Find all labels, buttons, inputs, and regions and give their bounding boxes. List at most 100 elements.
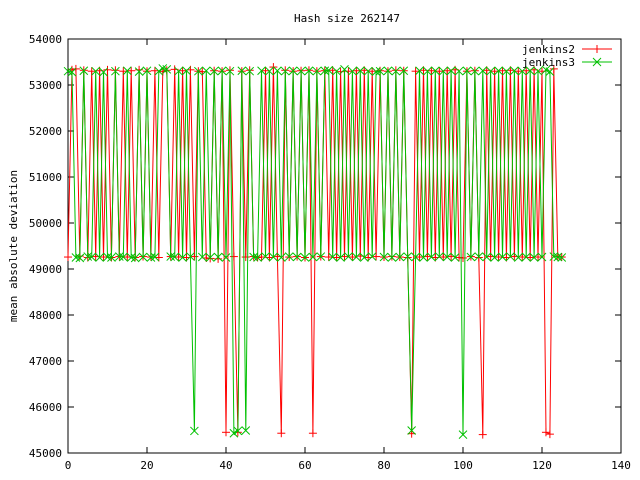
data-point bbox=[111, 66, 120, 76]
y-tick-label: 49000 bbox=[29, 263, 62, 276]
data-point bbox=[490, 253, 499, 262]
data-point bbox=[517, 66, 527, 76]
data-point bbox=[518, 253, 527, 262]
data-point bbox=[395, 252, 405, 262]
data-point bbox=[225, 66, 235, 76]
data-point bbox=[190, 426, 199, 436]
data-point bbox=[67, 67, 77, 77]
axis-ticks: 0 20 40 60 80 100 120 140 45000 46000 47000 48000 49… bbox=[29, 33, 631, 472]
y-tick-label: 48000 bbox=[29, 309, 62, 322]
data-point bbox=[276, 253, 286, 262]
data-point bbox=[284, 252, 294, 261]
data-point bbox=[450, 253, 460, 262]
data-point bbox=[521, 252, 531, 262]
data-point bbox=[288, 66, 298, 76]
data-point bbox=[513, 253, 523, 262]
data-point bbox=[359, 253, 369, 262]
y-tick-label: 46000 bbox=[29, 401, 62, 414]
data-point bbox=[182, 66, 191, 76]
data-point bbox=[280, 66, 290, 76]
data-point bbox=[154, 66, 164, 76]
y-tick-label: 53000 bbox=[29, 79, 62, 92]
data-point bbox=[91, 66, 101, 76]
data-point bbox=[170, 252, 180, 262]
data-point bbox=[320, 66, 330, 76]
data-point bbox=[134, 67, 144, 77]
data-point bbox=[245, 66, 255, 76]
data-point bbox=[300, 253, 310, 262]
data-point bbox=[478, 430, 487, 439]
data-point bbox=[71, 253, 81, 262]
y-axis-label: mean absolute deviation bbox=[7, 170, 20, 322]
data-point bbox=[514, 67, 523, 76]
data-point bbox=[95, 253, 104, 262]
data-point bbox=[348, 253, 357, 262]
data-point bbox=[229, 428, 239, 438]
y-tick-label: 45000 bbox=[29, 447, 62, 460]
data-point bbox=[154, 253, 163, 262]
data-point bbox=[71, 64, 80, 73]
data-point bbox=[205, 253, 215, 262]
data-point bbox=[506, 252, 515, 261]
data-point bbox=[352, 66, 361, 75]
data-point bbox=[209, 66, 219, 76]
data-point bbox=[272, 66, 282, 76]
data-point bbox=[344, 252, 353, 261]
data-point bbox=[229, 252, 238, 261]
data-point bbox=[328, 252, 338, 262]
data-point bbox=[435, 67, 444, 76]
data-point bbox=[178, 253, 187, 262]
data-point bbox=[190, 252, 199, 261]
data-point bbox=[486, 66, 496, 76]
data-point bbox=[126, 253, 136, 262]
data-point bbox=[549, 252, 559, 261]
data-point bbox=[423, 66, 432, 76]
data-point bbox=[411, 252, 420, 262]
x-tick-label: 140 bbox=[611, 459, 631, 472]
data-point bbox=[533, 66, 543, 76]
x-tick-label: 60 bbox=[298, 459, 311, 472]
legend-marker bbox=[593, 45, 601, 53]
data-point bbox=[130, 253, 140, 263]
data-point bbox=[150, 66, 159, 75]
data-point bbox=[403, 252, 413, 261]
data-point bbox=[442, 252, 452, 262]
data-point bbox=[419, 253, 428, 262]
data-point bbox=[391, 66, 401, 76]
data-point bbox=[348, 66, 357, 76]
data-point bbox=[114, 252, 124, 261]
data-point bbox=[174, 66, 183, 76]
data-point bbox=[368, 67, 377, 76]
data-point bbox=[119, 67, 128, 76]
y-tick-label: 51000 bbox=[29, 171, 62, 184]
data-point bbox=[277, 429, 286, 438]
data-point bbox=[257, 66, 266, 76]
data-point bbox=[494, 253, 503, 262]
data-point bbox=[407, 426, 417, 435]
data-point bbox=[296, 66, 306, 76]
data-point bbox=[87, 252, 97, 262]
series-jenkins3 bbox=[63, 64, 567, 439]
data-point bbox=[387, 253, 397, 262]
series-line-jenkins3 bbox=[67, 67, 562, 435]
data-point bbox=[213, 252, 223, 262]
data-point bbox=[434, 252, 444, 261]
data-point bbox=[336, 253, 345, 262]
data-point bbox=[336, 67, 345, 76]
data-point bbox=[490, 67, 499, 76]
data-point bbox=[427, 66, 436, 75]
data-point bbox=[534, 253, 543, 262]
data-point bbox=[269, 252, 278, 262]
data-point bbox=[522, 66, 531, 75]
data-point bbox=[122, 66, 132, 76]
data-point bbox=[399, 66, 409, 76]
data-point bbox=[340, 65, 349, 74]
x-tick-label: 100 bbox=[453, 459, 473, 472]
x-tick-label: 20 bbox=[140, 459, 153, 472]
data-point bbox=[64, 253, 72, 262]
data-point bbox=[443, 66, 452, 75]
data-point bbox=[466, 252, 476, 262]
data-point bbox=[439, 253, 448, 262]
data-point bbox=[118, 252, 128, 262]
data-point bbox=[253, 253, 262, 262]
